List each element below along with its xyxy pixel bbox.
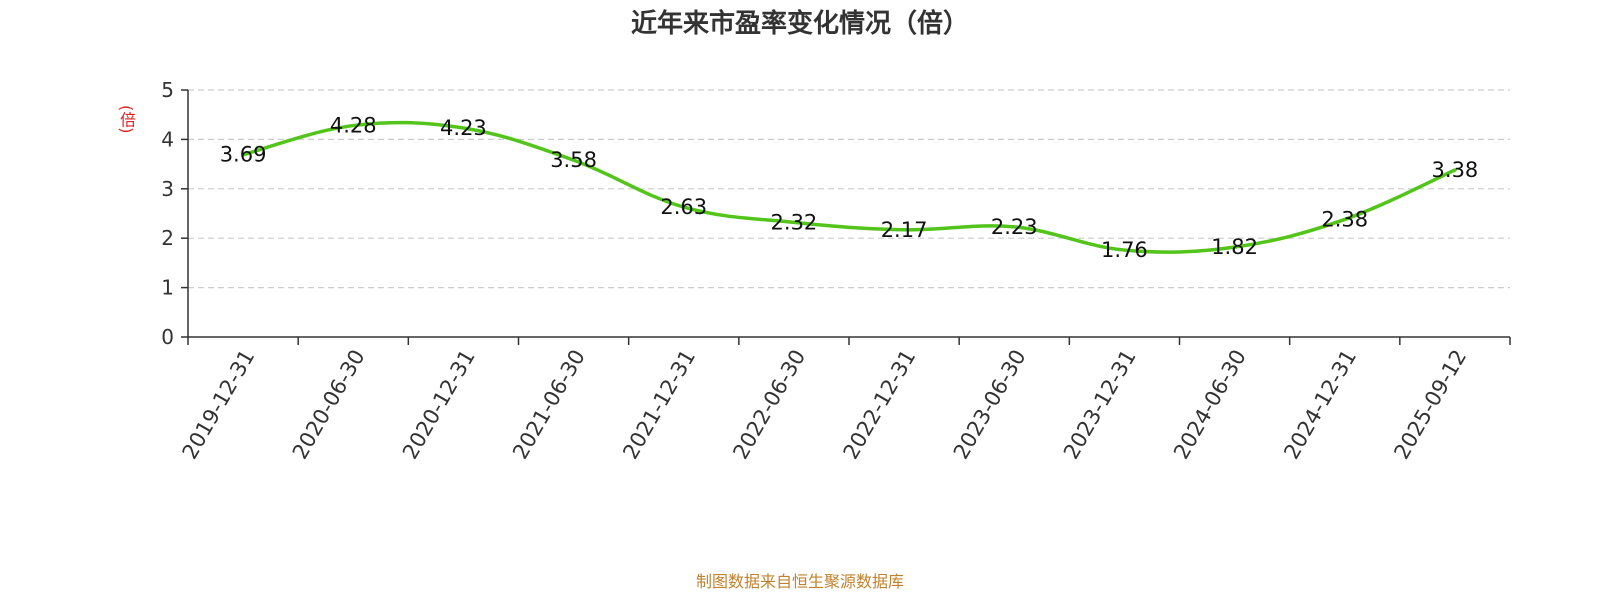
data-label: 2.38 — [1321, 207, 1368, 231]
x-tick-label: 2023-12-31 — [1059, 346, 1141, 464]
y-tick-label: 5 — [161, 78, 174, 102]
data-label: 4.28 — [330, 114, 377, 138]
source-note: 制图数据来自恒生聚源数据库 — [695, 572, 904, 591]
x-tick-label: 2021-06-30 — [508, 346, 590, 464]
series-line — [241, 120, 1457, 254]
data-label: 2.17 — [881, 218, 928, 242]
data-label: 3.69 — [220, 143, 267, 167]
x-tick-label: 2022-12-31 — [839, 345, 921, 463]
x-tick-label: 2021-12-31 — [618, 346, 700, 464]
data-labels: 3.69 4.28 4.23 3.58 2.63 2.32 2.17 2.23 1.76 1.82… — [220, 114, 1479, 262]
data-label: 2.63 — [660, 195, 707, 219]
y-tick-label: 1 — [161, 276, 174, 300]
grid-lines — [188, 89, 1510, 289]
x-tick-label: 2024-12-31 — [1279, 346, 1361, 464]
x-tick-label: 2023-06-30 — [949, 346, 1031, 464]
x-tick-label: 2022-06-30 — [728, 346, 810, 464]
x-tick-label: 2020-06-30 — [288, 346, 370, 464]
x-tick-label: 2024-06-30 — [1169, 346, 1251, 464]
y-tick-label: 0 — [161, 325, 174, 349]
y-tick-label: 2 — [161, 226, 174, 250]
data-label: 1.76 — [1101, 238, 1148, 262]
data-label: 2.32 — [771, 210, 818, 234]
x-tick-label: 2019-12-31 — [178, 346, 260, 464]
y-tick-label: 3 — [161, 177, 174, 201]
data-label: 2.23 — [991, 215, 1038, 239]
data-label: 4.23 — [440, 116, 487, 140]
data-label: 3.58 — [550, 148, 597, 172]
y-axis-unit: (倍) — [117, 105, 136, 134]
x-tick-label: 2025-09-12 — [1389, 346, 1471, 464]
chart-title: 近年来市盈率变化情况（倍） — [630, 9, 969, 39]
data-label: 3.38 — [1432, 158, 1479, 182]
data-label: 1.82 — [1211, 235, 1258, 259]
series-line-layer — [241, 120, 1457, 254]
x-tick-label: 2020-12-31 — [398, 345, 480, 463]
y-tick-label: 4 — [161, 127, 174, 151]
